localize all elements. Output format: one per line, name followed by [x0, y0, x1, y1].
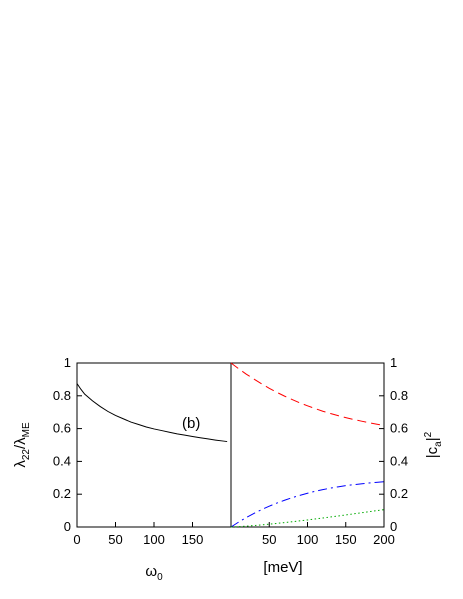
x-tick-label: 150 — [182, 532, 204, 547]
y-tick-label: 0.2 — [53, 486, 71, 501]
y-tick-label: 1 — [390, 355, 397, 370]
y-tick-label: 0.2 — [390, 486, 408, 501]
x-tick-label: 50 — [108, 532, 122, 547]
y-tick-label: 1 — [64, 355, 71, 370]
x-tick-label: 200 — [373, 532, 395, 547]
panel-label: (b) — [182, 415, 200, 432]
left-panel: 0 0.2 0.4 0.6 0.8 1 0 50 100 150 (b) ω0 λ22/λME — [12, 355, 232, 583]
left-x-axis-label: ω0 — [145, 563, 163, 583]
x-tick-label: 100 — [297, 532, 319, 547]
y-tick-label: 0.8 — [53, 388, 71, 403]
x-tick-label: 100 — [143, 532, 165, 547]
series-line-3 — [230, 509, 385, 528]
y-tick-label: 0.6 — [390, 421, 408, 436]
x-tick-label: 50 — [262, 532, 276, 547]
y-tick-label: 0.4 — [53, 453, 71, 468]
series-line-1 — [76, 383, 228, 443]
y-tick-label: 0 — [64, 519, 71, 534]
left-x-axis-label-sub: 0 — [157, 572, 163, 583]
right-panel: 0 0.2 0.4 0.6 0.8 1 50 100 150 200 [meV] |ca|2 — [230, 355, 444, 576]
x-tick-label: 150 — [335, 532, 357, 547]
series-line-2 — [230, 481, 385, 528]
right-y-axis-label: |ca|2 — [423, 431, 444, 458]
y-tick-label: 0.6 — [53, 421, 71, 436]
x-tick-label: 0 — [73, 532, 80, 547]
y-tick-label: 0.8 — [390, 388, 408, 403]
series-line-1 — [230, 362, 385, 426]
y-tick-label: 0.4 — [390, 453, 408, 468]
y-tick-label: 0 — [390, 519, 397, 534]
left-y-axis-label: λ22/λME — [12, 422, 32, 468]
left-plot-frame — [76, 362, 232, 528]
right-plot-frame — [230, 362, 385, 528]
right-x-axis-label: [meV] — [263, 559, 302, 576]
